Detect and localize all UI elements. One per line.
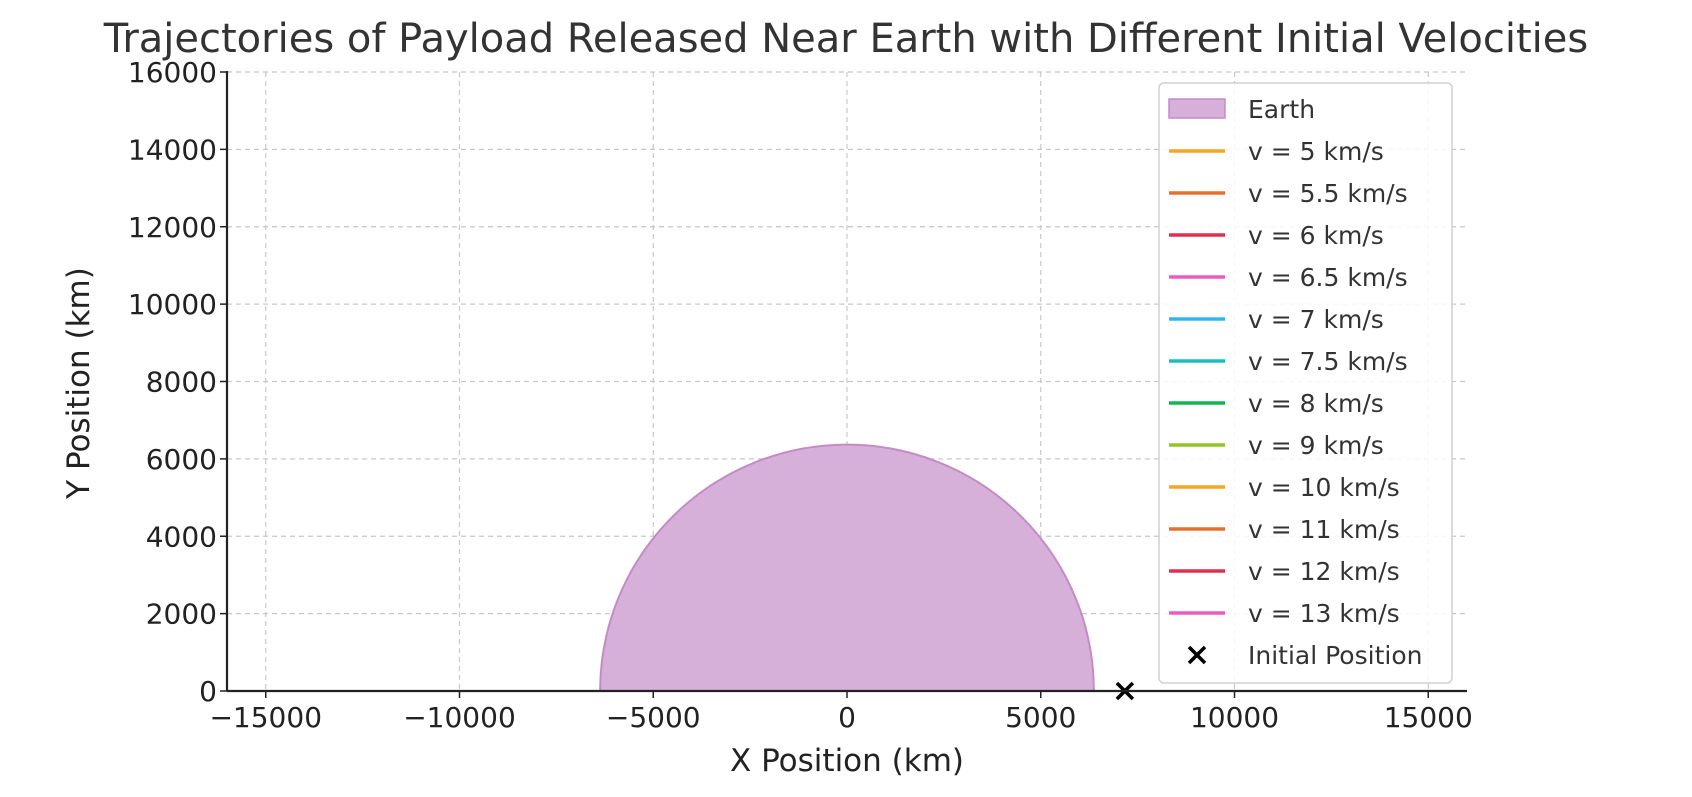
legend-series-label: v = 6 km/s <box>1248 221 1384 250</box>
legend-marker-swatch <box>1187 645 1207 665</box>
y-tick-label: 0 <box>199 675 217 708</box>
y-tick-label: 16000 <box>128 56 217 89</box>
legend-earth-swatch <box>1168 98 1226 119</box>
legend-series-label: v = 6.5 km/s <box>1248 263 1408 292</box>
y-tick-label: 12000 <box>128 211 217 244</box>
legend-series-label: v = 7 km/s <box>1248 305 1384 334</box>
x-tick-label: 0 <box>838 701 856 734</box>
y-tick-label: 4000 <box>146 520 217 553</box>
y-tick-label: 10000 <box>128 288 217 321</box>
chart-title: Trajectories of Payload Released Near Ea… <box>103 16 1588 62</box>
legend-series-label: v = 10 km/s <box>1248 473 1400 502</box>
earth-layer <box>599 443 1095 692</box>
legend-series-label: v = 12 km/s <box>1248 557 1400 586</box>
legend: Earth v = 5 km/s v = 5.5 km/s v = 6 km/s v =… <box>1158 82 1453 684</box>
legend-earth-label: Earth <box>1248 95 1315 124</box>
y-tick-label: 6000 <box>146 443 217 476</box>
x-tick-label: −10000 <box>403 701 516 734</box>
y-tick-label: 2000 <box>146 598 217 631</box>
y-axis-label: Y Position (km) <box>61 267 97 500</box>
legend-series-label: v = 13 km/s <box>1248 599 1400 628</box>
x-axis-label: X Position (km) <box>730 743 964 779</box>
legend-series-label: v = 9 km/s <box>1248 431 1384 460</box>
y-ticks: 0 2000 4000 6000 8000 10000 12000 14000 16000 <box>128 56 227 708</box>
x-tick-label: −15000 <box>209 701 322 734</box>
y-tick-label: 8000 <box>146 366 217 399</box>
legend-series-label: v = 7.5 km/s <box>1248 347 1408 376</box>
legend-series-label: v = 11 km/s <box>1248 515 1400 544</box>
x-tick-label: 5000 <box>1005 701 1076 734</box>
legend-series-label: v = 5 km/s <box>1248 137 1384 166</box>
legend-box <box>1158 82 1453 684</box>
legend-series-label: v = 8 km/s <box>1248 389 1384 418</box>
x-ticks: −15000 −10000 −5000 0 5000 10000 15000 <box>209 691 1473 734</box>
x-tick-label: 10000 <box>1190 701 1279 734</box>
legend-series-label: v = 5.5 km/s <box>1248 179 1408 208</box>
legend-marker-label: Initial Position <box>1248 641 1422 670</box>
x-tick-label: −5000 <box>606 701 701 734</box>
earth-disk <box>599 443 1095 692</box>
x-tick-label: 15000 <box>1384 701 1473 734</box>
y-tick-label: 14000 <box>128 133 217 166</box>
